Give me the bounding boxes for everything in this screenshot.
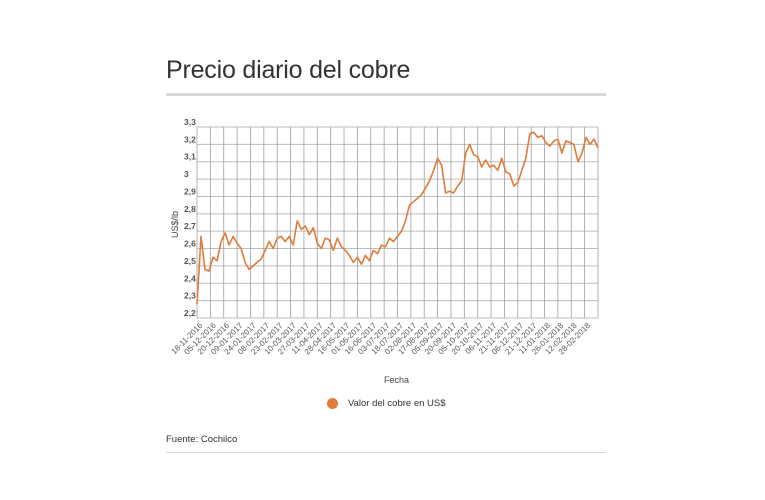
svg-text:3,1: 3,1 [184, 152, 196, 162]
footer-divider [166, 452, 606, 453]
y-axis-ticks: 2,2 2,3 2,4 2,5 2,6 2,7 2,8 2,9 3 3,1 3,2 3,3 [184, 117, 196, 318]
grid-lines [196, 126, 599, 319]
chart-title: Precio diario del cobre [166, 56, 411, 84]
svg-text:2,5: 2,5 [184, 256, 196, 266]
chart-legend: Valor del cobre en US$ [327, 398, 446, 409]
x-axis-label: Fecha [384, 375, 409, 385]
x-axis-ticks: 18-11-201605-12-201620-12-201609-01-2017… [170, 321, 593, 357]
svg-text:2,6: 2,6 [184, 239, 196, 249]
legend-marker-icon [327, 398, 338, 409]
svg-text:2,2: 2,2 [184, 308, 196, 318]
svg-text:2,4: 2,4 [184, 273, 196, 283]
svg-text:2,3: 2,3 [184, 291, 196, 301]
svg-text:3,2: 3,2 [184, 134, 196, 144]
svg-text:2,9: 2,9 [184, 186, 196, 196]
svg-text:3,3: 3,3 [184, 117, 196, 127]
y-axis-label: US$/lb [170, 211, 180, 238]
title-divider [166, 93, 606, 96]
svg-text:3: 3 [184, 169, 189, 179]
svg-text:2,8: 2,8 [184, 204, 196, 214]
copper-price-line [196, 131, 599, 305]
legend-label: Valor del cobre en US$ [348, 398, 446, 409]
svg-text:2,7: 2,7 [184, 221, 196, 231]
source-note: Fuente: Cochilco [166, 434, 238, 445]
